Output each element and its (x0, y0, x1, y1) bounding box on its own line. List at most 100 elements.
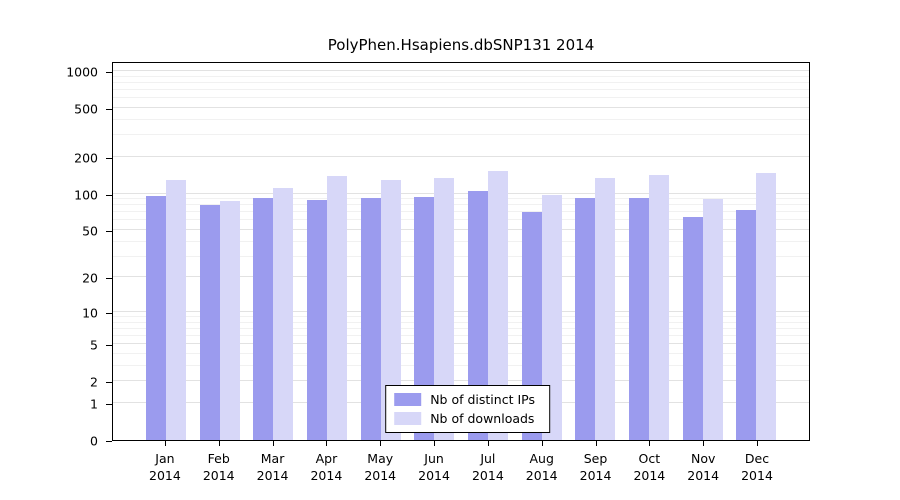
x-label-sep: Sep 2014 (569, 441, 623, 484)
y-tick-label: 5 (90, 337, 98, 353)
x-tick-mark (649, 441, 651, 446)
bar-group-may (354, 180, 408, 440)
bar-downloads (756, 172, 777, 440)
bars-row (113, 63, 809, 440)
gridline (113, 70, 809, 71)
y-axis: 0 1 2 5 10 20 50 100 200 500 1000 (0, 62, 112, 449)
x-tick-mark (218, 441, 220, 446)
bar-downloads (702, 199, 723, 440)
x-label-month: Oct (638, 451, 661, 466)
x-label-oct: Oct 2014 (622, 441, 676, 484)
x-label-apr: Apr 2014 (299, 441, 353, 484)
legend-item-distinct-ips: Nb of distinct IPs (394, 392, 535, 407)
gridline (113, 211, 809, 213)
bar-distinct-ips (575, 197, 596, 440)
x-label-month: Apr (315, 451, 338, 466)
bar-group-oct (622, 175, 676, 440)
x-label-year: 2014 (633, 468, 666, 483)
x-label-dec: Dec 2014 (730, 441, 784, 484)
gridline (113, 204, 809, 206)
x-label-jun: Jun 2014 (407, 441, 461, 484)
bar-downloads (165, 179, 186, 440)
x-label-month: Feb (207, 451, 230, 466)
x-label-year: 2014 (471, 468, 504, 483)
gridline (113, 353, 809, 355)
y-tick-label: 100 (74, 187, 98, 202)
bar-group-jul (461, 171, 515, 440)
x-tick-mark (595, 441, 597, 446)
x-label-mar: Mar 2014 (246, 441, 300, 484)
x-axis: Jan 2014 Feb 2014 Mar 2014 Apr 2014 May 2014 Jun 20… (112, 441, 810, 484)
bar-distinct-ips (521, 212, 542, 440)
bar-group-mar (246, 188, 300, 440)
x-label-month: Jan (155, 451, 175, 466)
gridline (113, 321, 809, 323)
bar-distinct-ips (253, 197, 274, 440)
x-label-month: Nov (690, 451, 716, 466)
plot-area: Nb of distinct IPs Nb of downloads (112, 62, 810, 441)
x-label-year: 2014 (202, 468, 235, 483)
x-tick-mark (541, 441, 543, 446)
y-tick-mark (106, 403, 112, 405)
x-label-year: 2014 (364, 468, 397, 483)
y-tick-mark (106, 108, 112, 110)
x-label-year: 2014 (256, 468, 289, 483)
gridline (113, 75, 809, 77)
y-tick-mark (106, 312, 112, 314)
gridline (113, 198, 809, 200)
x-label-year: 2014 (687, 468, 720, 483)
x-tick-mark (380, 441, 382, 446)
gridline (113, 364, 809, 366)
gridline (113, 316, 809, 318)
gridline (113, 192, 809, 194)
x-tick-mark (757, 441, 759, 446)
y-tick-label: 50 (82, 223, 98, 239)
x-label-month: Aug (529, 451, 554, 466)
x-label-month: Jul (480, 451, 496, 466)
x-tick-mark (272, 441, 274, 446)
legend-label-distinct-ips: Nb of distinct IPs (430, 392, 535, 407)
gridline (113, 89, 809, 91)
x-tick-mark (434, 441, 436, 446)
bar-downloads (541, 195, 562, 440)
gridline (113, 327, 809, 329)
gridline (113, 134, 809, 136)
gridline (113, 106, 809, 108)
bar-distinct-ips (199, 205, 220, 440)
bar-group-jan (139, 179, 193, 440)
bar-distinct-ips (414, 197, 435, 440)
y-tick-mark (106, 194, 112, 196)
bar-downloads (434, 178, 455, 440)
bar-group-aug (515, 195, 569, 440)
x-tick-mark (487, 441, 489, 446)
x-label-month: May (367, 451, 394, 466)
y-tick-mark (106, 230, 112, 232)
y-tick-label: 10 (82, 305, 98, 321)
x-label-year: 2014 (525, 468, 558, 483)
bar-distinct-ips (145, 196, 166, 440)
bar-downloads (595, 178, 616, 440)
x-label-month: Jun (424, 451, 444, 466)
x-label-month: Sep (583, 451, 608, 466)
bar-group-sep (568, 178, 622, 440)
x-tick-mark (326, 441, 328, 446)
bar-downloads (380, 180, 401, 440)
gridline (113, 310, 809, 312)
gridline (113, 219, 809, 221)
y-tick-label: 20 (82, 270, 98, 286)
x-label-feb: Feb 2014 (192, 441, 246, 484)
gridline (113, 380, 809, 382)
y-tick-label: 1000 (66, 64, 98, 80)
bar-distinct-ips (467, 191, 488, 440)
y-tick-mark (106, 441, 112, 442)
x-label-year: 2014 (149, 468, 181, 483)
gridline (113, 343, 809, 345)
chart-title: PolyPhen.Hsapiens.dbSNP131 2014 (327, 36, 595, 54)
y-tick-label: 500 (74, 101, 98, 117)
x-label-year: 2014 (418, 468, 450, 483)
bar-downloads (219, 200, 240, 440)
gridline (113, 255, 809, 257)
y-tick-mark (106, 157, 112, 159)
x-tick-mark (703, 441, 705, 446)
